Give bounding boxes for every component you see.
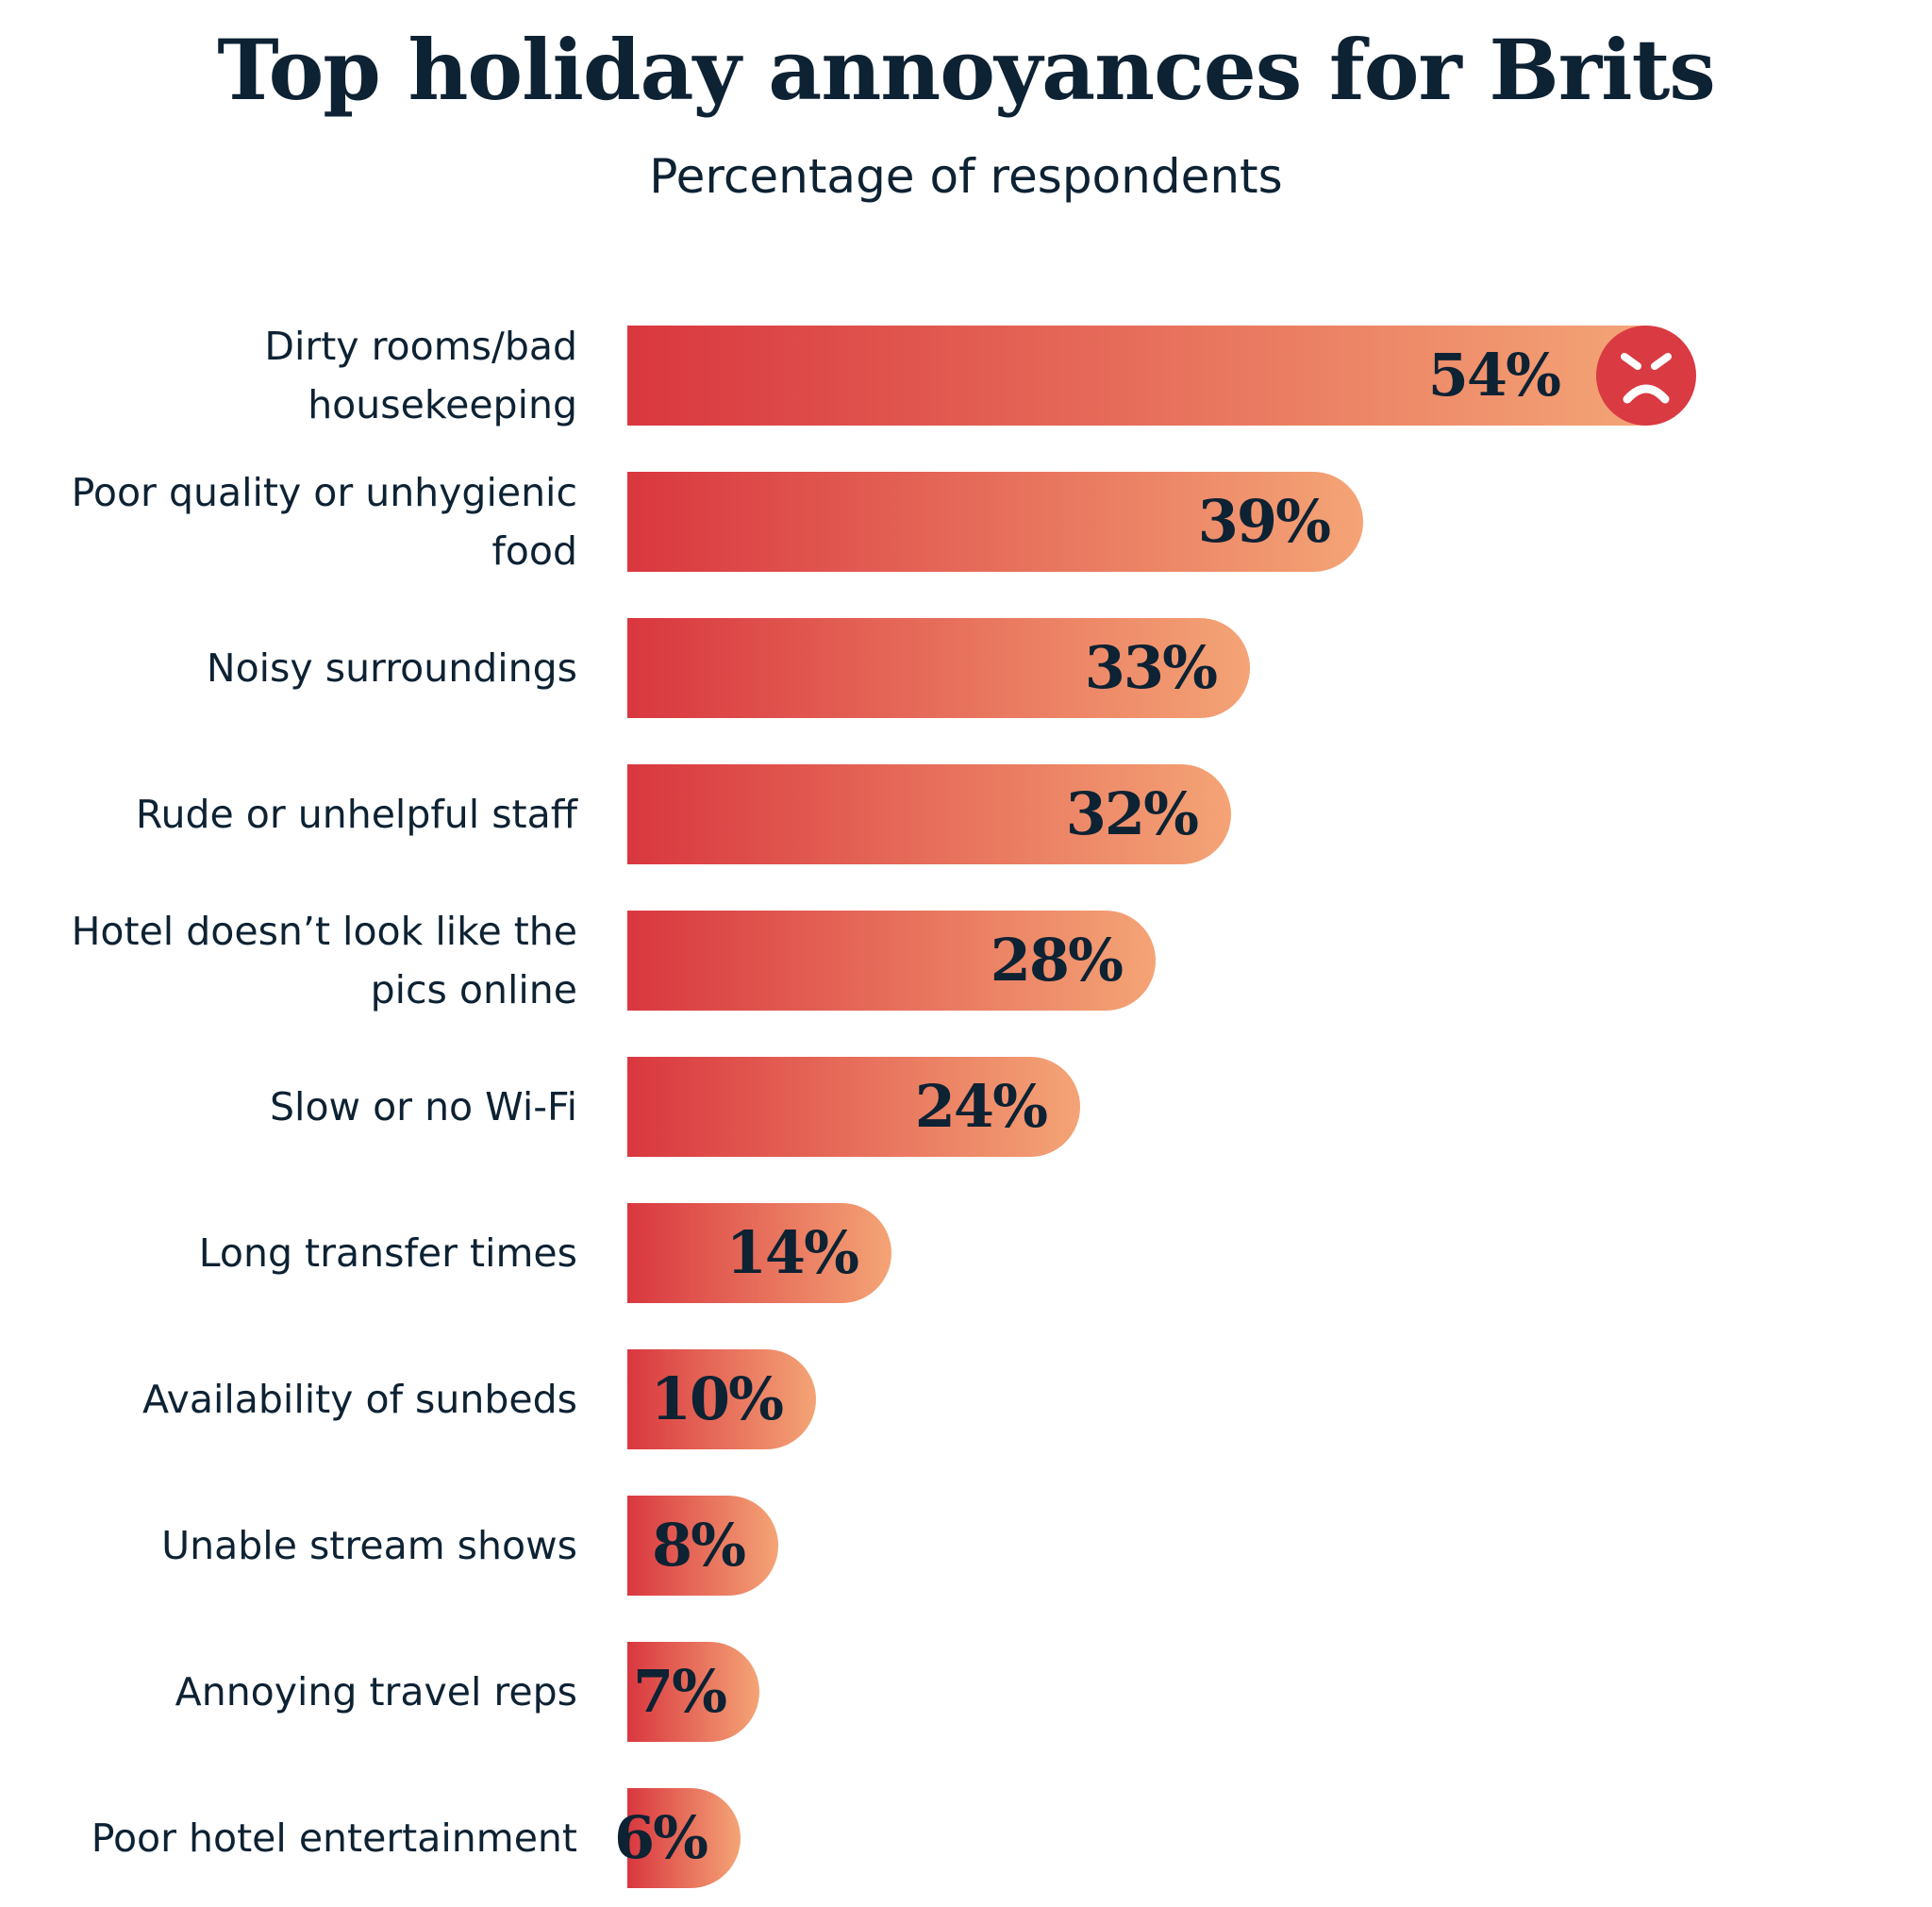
bar — [627, 1349, 816, 1449]
category-label: Rude or unhelpful staff — [135, 792, 577, 837]
bar — [627, 911, 1156, 1011]
value-label: 7% — [632, 1657, 727, 1726]
bar-row: Long transfer times 14% — [0, 1203, 1932, 1303]
bar-row: Poor hotel entertainment 6% — [0, 1788, 1932, 1888]
value-label: 54% — [1427, 341, 1561, 410]
value-label: 8% — [651, 1511, 746, 1580]
bar — [627, 1788, 741, 1888]
bar-row: Dirty rooms/bad housekeeping 54% — [0, 324, 1932, 427]
category-label: Availability of sunbeds — [142, 1377, 577, 1422]
category-label: Unable stream shows — [161, 1523, 577, 1568]
bar-row: Availability of sunbeds 10% — [0, 1349, 1932, 1449]
bar — [627, 764, 1231, 864]
value-label: 28% — [990, 926, 1124, 995]
value-label: 14% — [725, 1218, 859, 1287]
bar — [627, 1642, 759, 1742]
bar — [627, 1496, 778, 1596]
category-label: Annoying travel reps — [175, 1669, 577, 1715]
bar-row: Annoying travel reps 7% — [0, 1642, 1932, 1742]
category-label: Slow or no Wi-Fi — [270, 1084, 577, 1129]
bar — [627, 1057, 1080, 1157]
angry-face-icon — [1596, 326, 1696, 426]
category-label: Dirty rooms/bad housekeeping — [264, 324, 577, 427]
bar-row: Slow or no Wi-Fi 24% — [0, 1057, 1932, 1157]
value-label: 10% — [650, 1364, 784, 1433]
bar — [627, 326, 1646, 426]
bar-row: Noisy surroundings 33% — [0, 618, 1932, 718]
category-label: Long transfer times — [198, 1230, 577, 1276]
value-label: 6% — [613, 1803, 708, 1872]
chart-title: Top holiday annoyances for Brits — [217, 21, 1716, 119]
value-label: 32% — [1065, 779, 1199, 848]
value-label: 39% — [1197, 487, 1331, 556]
value-label: 33% — [1084, 633, 1218, 702]
bar — [627, 1203, 891, 1303]
bar — [627, 618, 1250, 718]
category-label: Poor hotel entertainment — [91, 1815, 577, 1861]
chart-subtitle: Percentage of respondents — [649, 149, 1283, 204]
bar — [627, 472, 1363, 572]
bar-row: Unable stream shows 8% — [0, 1496, 1932, 1596]
bar-row: Hotel doesn’t look like the pics online 2… — [0, 909, 1932, 1012]
value-label: 24% — [914, 1072, 1048, 1141]
category-label: Poor quality or unhygienic food — [71, 470, 577, 574]
category-label: Noisy surroundings — [206, 645, 577, 691]
category-label: Hotel doesn’t look like the pics online — [71, 909, 577, 1012]
bar-row: Rude or unhelpful staff 32% — [0, 764, 1932, 864]
bar-row: Poor quality or unhygienic food 39% — [0, 470, 1932, 574]
